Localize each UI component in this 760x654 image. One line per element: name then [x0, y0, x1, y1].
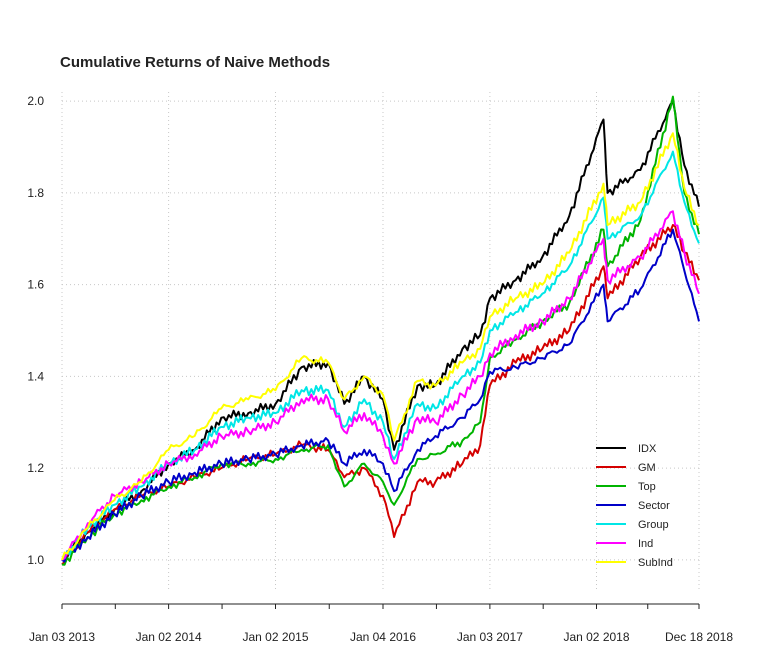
y-tick-label: 2.0 — [27, 94, 44, 108]
series-line-group — [61, 150, 700, 561]
series-line-top — [61, 95, 700, 566]
legend-label-sector: Sector — [638, 500, 670, 512]
legend: IDX GM Top Sector Group Ind SubInd — [596, 443, 673, 569]
legend-label-gm: GM — [638, 462, 656, 474]
series-layer — [61, 95, 700, 566]
x-tick-label: Jan 02 2015 — [242, 630, 308, 644]
x-tick-label: Dec 18 2018 — [665, 630, 733, 644]
y-tick-label: 1.0 — [27, 553, 44, 567]
y-tick-label: 1.2 — [27, 461, 44, 475]
legend-label-subind: SubInd — [638, 557, 673, 569]
x-tick-label: Jan 03 2013 — [29, 630, 95, 644]
chart-title: Cumulative Returns of Naive Methods — [60, 54, 330, 71]
legend-label-top: Top — [638, 481, 656, 493]
x-tick-label: Jan 04 2016 — [350, 630, 416, 644]
y-tick-label: 1.4 — [27, 369, 44, 383]
x-tick-label: Jan 02 2018 — [563, 630, 629, 644]
legend-label-ind: Ind — [638, 538, 653, 550]
series-line-ind — [61, 210, 700, 561]
legend-label-group: Group — [638, 519, 669, 531]
series-line-subind — [61, 132, 700, 561]
legend-label-idx: IDX — [638, 443, 657, 455]
y-tick-label: 1.6 — [27, 278, 44, 292]
x-tick-label: Jan 02 2014 — [136, 630, 202, 644]
x-axis: Jan 03 2013 Jan 02 2014 Jan 02 2015 Jan 04 … — [29, 603, 733, 644]
x-tick-label: Jan 03 2017 — [457, 630, 523, 644]
y-axis: 1.0 1.2 1.4 1.6 1.8 2.0 — [27, 94, 44, 567]
y-tick-label: 1.8 — [27, 186, 44, 200]
series-line-idx — [61, 100, 700, 561]
series-line-sector — [61, 228, 700, 563]
